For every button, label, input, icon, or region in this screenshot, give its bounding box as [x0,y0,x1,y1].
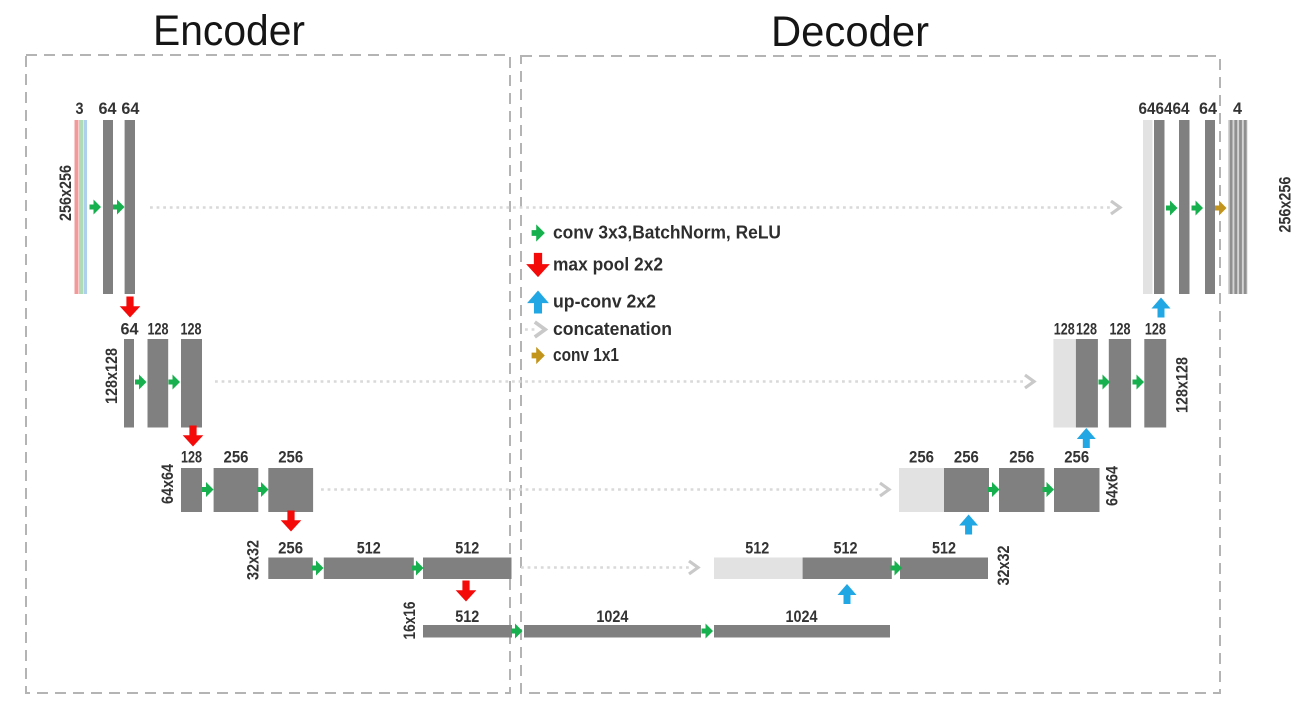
svg-text:128: 128 [1076,320,1097,339]
svg-text:256: 256 [954,448,979,467]
svg-text:256x256: 256x256 [1275,177,1294,233]
svg-text:256: 256 [224,448,249,467]
svg-text:64: 64 [1139,99,1156,118]
svg-text:256x256: 256x256 [56,165,75,221]
svg-text:Encoder: Encoder [153,7,305,55]
svg-text:256: 256 [1009,448,1034,467]
svg-text:128: 128 [181,448,202,467]
svg-text:64: 64 [121,99,140,118]
svg-text:512: 512 [745,539,769,558]
svg-text:16x16: 16x16 [400,602,419,640]
svg-text:128x128: 128x128 [102,348,121,404]
svg-text:256: 256 [909,448,934,467]
svg-text:64x64: 64x64 [158,464,177,504]
svg-text:128: 128 [1110,320,1131,339]
svg-text:512: 512 [357,539,381,558]
svg-text:128: 128 [1145,320,1166,339]
svg-text:128: 128 [181,320,202,339]
svg-text:128: 128 [1054,320,1075,339]
svg-text:64x64: 64x64 [1103,466,1122,506]
svg-text:Decoder: Decoder [771,8,929,56]
svg-text:64: 64 [99,99,118,118]
svg-text:3: 3 [76,99,84,118]
svg-text:max pool 2x2: max pool 2x2 [553,255,663,275]
svg-text:32x32: 32x32 [243,540,262,580]
svg-text:256: 256 [1064,448,1089,467]
svg-text:concatenation: concatenation [553,319,672,339]
svg-text:256: 256 [278,448,303,467]
svg-text:512: 512 [834,539,858,558]
svg-text:256: 256 [278,539,303,558]
svg-text:64: 64 [1199,99,1218,118]
svg-text:64: 64 [121,320,140,339]
svg-text:512: 512 [455,607,479,626]
svg-text:up-conv 2x2: up-conv 2x2 [553,292,656,312]
svg-text:conv 1x1: conv 1x1 [553,345,619,365]
svg-text:64: 64 [1156,99,1173,118]
svg-text:1024: 1024 [596,607,628,626]
svg-text:conv 3x3,BatchNorm, ReLU: conv 3x3,BatchNorm, ReLU [553,223,781,243]
svg-text:512: 512 [455,539,479,558]
svg-text:64: 64 [1173,99,1190,118]
svg-text:128x128: 128x128 [1172,357,1191,413]
svg-text:32x32: 32x32 [994,546,1013,586]
svg-text:4: 4 [1233,99,1243,118]
svg-text:1024: 1024 [786,607,818,626]
svg-text:128: 128 [148,320,169,339]
svg-text:512: 512 [932,539,956,558]
